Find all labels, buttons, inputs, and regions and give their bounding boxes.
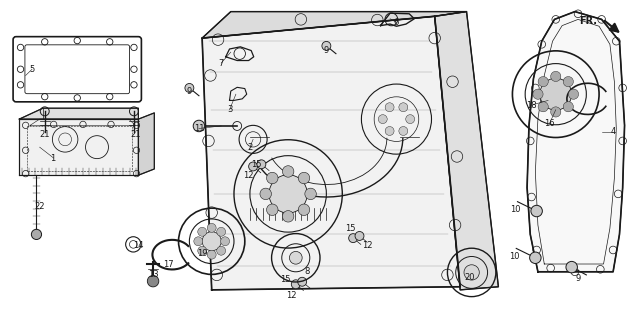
- Text: 3: 3: [227, 105, 232, 114]
- Circle shape: [563, 102, 573, 112]
- Circle shape: [291, 280, 300, 289]
- Text: 9: 9: [187, 87, 192, 95]
- Text: 17: 17: [163, 259, 173, 269]
- Circle shape: [260, 188, 271, 200]
- Circle shape: [566, 261, 577, 273]
- Text: 15: 15: [280, 275, 290, 284]
- Polygon shape: [202, 16, 460, 290]
- Circle shape: [399, 103, 408, 112]
- Circle shape: [298, 204, 310, 215]
- Text: 11: 11: [194, 124, 204, 133]
- Text: 16: 16: [544, 119, 555, 128]
- Polygon shape: [202, 12, 467, 38]
- Circle shape: [406, 115, 415, 124]
- FancyBboxPatch shape: [13, 37, 141, 102]
- Text: 20: 20: [465, 273, 475, 282]
- Circle shape: [289, 251, 302, 264]
- Text: 21: 21: [40, 130, 50, 139]
- Polygon shape: [435, 12, 499, 290]
- Circle shape: [147, 275, 159, 287]
- Circle shape: [269, 175, 307, 213]
- Circle shape: [355, 232, 364, 240]
- Text: 8: 8: [305, 267, 310, 276]
- Text: 15: 15: [251, 160, 262, 169]
- Circle shape: [282, 166, 294, 177]
- Circle shape: [198, 246, 207, 255]
- Text: 21: 21: [130, 130, 140, 139]
- Text: 1: 1: [50, 154, 55, 162]
- Circle shape: [533, 89, 543, 99]
- Circle shape: [550, 71, 561, 81]
- Text: 13: 13: [148, 270, 158, 280]
- Circle shape: [282, 211, 294, 222]
- Circle shape: [217, 227, 226, 236]
- Circle shape: [538, 76, 548, 87]
- Circle shape: [349, 234, 358, 243]
- Circle shape: [266, 204, 278, 215]
- Circle shape: [538, 102, 548, 112]
- Circle shape: [31, 229, 42, 239]
- Text: 18: 18: [526, 100, 537, 110]
- Text: 10: 10: [509, 252, 520, 261]
- Circle shape: [322, 41, 331, 50]
- Circle shape: [550, 107, 561, 117]
- Text: 12: 12: [243, 171, 254, 180]
- Circle shape: [385, 126, 394, 136]
- Circle shape: [248, 162, 257, 171]
- Text: FR.: FR.: [579, 16, 597, 26]
- Circle shape: [198, 227, 207, 236]
- Text: 14: 14: [133, 241, 143, 250]
- Circle shape: [568, 89, 579, 99]
- Text: 12: 12: [286, 291, 296, 300]
- Circle shape: [540, 78, 572, 110]
- Circle shape: [207, 250, 216, 259]
- Circle shape: [530, 252, 541, 264]
- Text: 15: 15: [346, 224, 356, 233]
- Text: 12: 12: [362, 241, 373, 250]
- Circle shape: [257, 160, 266, 169]
- Circle shape: [531, 205, 542, 217]
- Circle shape: [202, 232, 221, 251]
- Text: 9: 9: [575, 274, 580, 283]
- Circle shape: [194, 237, 203, 246]
- Circle shape: [399, 126, 408, 136]
- Circle shape: [217, 246, 226, 255]
- Circle shape: [207, 223, 216, 232]
- Text: 9: 9: [324, 46, 329, 55]
- Circle shape: [385, 103, 394, 112]
- Circle shape: [298, 172, 310, 184]
- Circle shape: [221, 237, 230, 246]
- Circle shape: [185, 84, 194, 92]
- Text: 19: 19: [197, 249, 207, 258]
- Circle shape: [563, 76, 573, 87]
- Polygon shape: [19, 108, 138, 119]
- Text: 4: 4: [611, 127, 616, 136]
- Circle shape: [378, 115, 387, 124]
- Polygon shape: [138, 113, 154, 175]
- Text: 6: 6: [394, 18, 399, 27]
- Circle shape: [464, 265, 479, 280]
- Text: 2: 2: [247, 143, 253, 152]
- Polygon shape: [527, 12, 625, 272]
- Circle shape: [193, 120, 205, 132]
- Text: 5: 5: [29, 65, 35, 74]
- Text: 22: 22: [35, 202, 45, 211]
- Circle shape: [305, 188, 316, 200]
- Text: 10: 10: [510, 205, 521, 214]
- Circle shape: [298, 277, 307, 286]
- Polygon shape: [19, 119, 138, 175]
- Text: 7: 7: [218, 59, 224, 68]
- Circle shape: [266, 172, 278, 184]
